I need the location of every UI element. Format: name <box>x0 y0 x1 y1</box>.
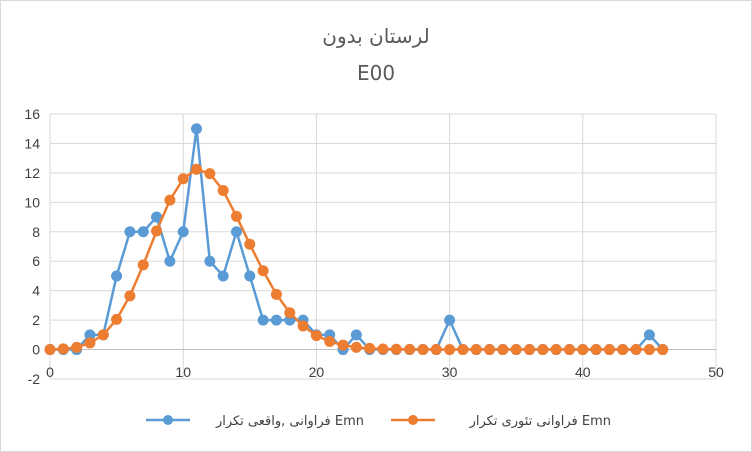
data-point <box>390 343 402 355</box>
y-tick-label: 12 <box>24 165 40 181</box>
data-point <box>270 288 282 300</box>
y-tick-label: 2 <box>32 312 40 328</box>
data-point <box>497 344 509 356</box>
y-tick-label: 14 <box>24 135 40 151</box>
legend-swatch-marker <box>408 415 418 425</box>
data-point <box>57 343 69 355</box>
data-point <box>111 270 123 282</box>
chart-title-line2: E00 <box>357 61 395 85</box>
x-tick-label: 10 <box>175 364 191 380</box>
data-point <box>377 343 389 355</box>
data-point <box>297 320 309 332</box>
data-point <box>177 226 189 238</box>
data-point <box>550 344 562 356</box>
series-layer <box>44 123 669 356</box>
data-point <box>124 290 136 302</box>
data-point <box>164 194 176 206</box>
series-2 <box>44 163 669 356</box>
legend-item-2: فراوانی تئوری تکرار Emn <box>391 414 611 429</box>
data-point <box>71 341 83 353</box>
data-point <box>603 344 615 356</box>
x-tick-label: 20 <box>309 364 325 380</box>
y-tick-label: 16 <box>24 106 40 122</box>
x-tick-label: 50 <box>708 364 724 380</box>
data-point <box>137 259 149 271</box>
x-tick-label: 30 <box>442 364 458 380</box>
data-point <box>537 344 549 356</box>
data-point <box>484 344 496 356</box>
data-point <box>191 123 203 135</box>
axis-layer: -2 0 2 4 6 8 10 12 14 16 0 10 20 30 40 50 <box>24 106 724 387</box>
data-point <box>404 343 416 355</box>
data-point <box>324 335 336 347</box>
x-tick-label: 40 <box>575 364 591 380</box>
data-point <box>617 344 629 356</box>
data-point <box>657 344 669 356</box>
y-tick-label: 10 <box>24 194 40 210</box>
data-point <box>137 226 149 238</box>
data-point <box>563 344 575 356</box>
data-point <box>310 330 322 342</box>
data-point <box>364 342 376 354</box>
data-point <box>417 344 429 356</box>
data-point <box>111 313 123 325</box>
data-point <box>124 226 136 238</box>
data-point <box>337 339 349 351</box>
legend-item-1: فراوانی ,واقعی تکرار Emn <box>146 414 364 429</box>
data-point <box>97 329 109 341</box>
y-tick-label: 8 <box>32 224 40 240</box>
data-point <box>643 344 655 356</box>
y-tick-label: 0 <box>32 342 40 358</box>
data-point <box>44 344 56 356</box>
data-point <box>257 314 269 326</box>
data-point <box>270 314 282 326</box>
data-point <box>444 344 456 356</box>
legend: فراوانی ,واقعی تکرار Emn فراوانی تئوری تک… <box>146 414 611 429</box>
data-point <box>590 344 602 356</box>
data-point <box>84 337 96 349</box>
y-tick-label: -2 <box>28 371 41 387</box>
data-point <box>444 314 456 326</box>
data-point <box>164 255 176 267</box>
data-point <box>524 344 536 356</box>
data-point <box>470 344 482 356</box>
data-point <box>257 265 269 277</box>
data-point <box>510 344 522 356</box>
chart-title-line1: لرستان بدون <box>322 24 429 48</box>
data-point <box>204 255 216 267</box>
data-point <box>630 344 642 356</box>
data-point <box>191 163 203 175</box>
data-point <box>151 225 163 237</box>
data-point <box>350 341 362 353</box>
data-point <box>244 238 256 250</box>
data-point <box>230 226 242 238</box>
data-point <box>577 344 589 356</box>
legend-label: فراوانی تئوری تکرار Emn <box>469 414 611 429</box>
legend-label: فراوانی ,واقعی تکرار Emn <box>215 414 364 429</box>
data-point <box>204 168 216 180</box>
data-point <box>457 344 469 356</box>
data-point <box>230 210 242 222</box>
data-point <box>217 270 229 282</box>
x-tick-label: 0 <box>46 364 54 380</box>
data-point <box>284 307 296 319</box>
y-tick-label: 6 <box>32 253 40 269</box>
data-point <box>177 173 189 185</box>
legend-swatch-marker <box>163 415 173 425</box>
data-point <box>217 185 229 197</box>
data-point <box>350 329 362 341</box>
y-tick-label: 4 <box>32 283 40 299</box>
data-point <box>643 329 655 341</box>
data-point <box>244 270 256 282</box>
data-point <box>430 344 442 356</box>
